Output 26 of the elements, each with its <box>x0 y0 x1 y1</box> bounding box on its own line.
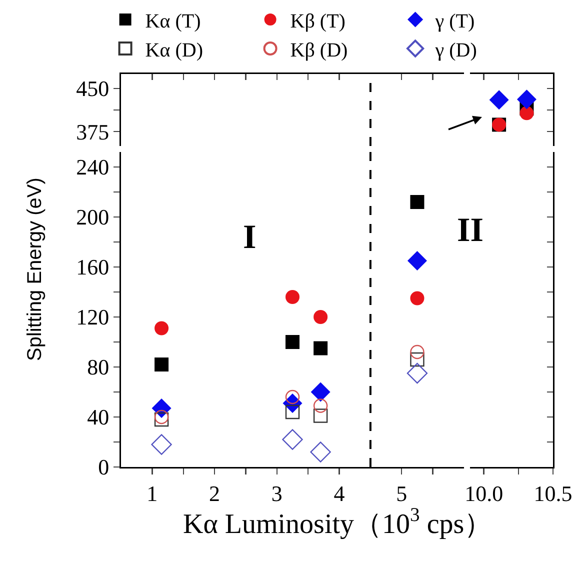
y-tick-label: 40 <box>87 404 110 430</box>
x-tick-label: 2 <box>209 480 220 506</box>
x-tick-label: 4 <box>334 480 345 506</box>
x-tick-label: 10.5 <box>534 480 572 506</box>
y-tick-label: 120 <box>76 304 110 330</box>
x-axis-title: Kα Luminosity（10$^{3}$ cps） <box>183 505 492 540</box>
legend-label: γ (T) <box>434 10 475 32</box>
legend-label: Kα (D) <box>145 39 203 62</box>
x-tick-label: 3 <box>271 480 282 506</box>
legend-label: γ (D) <box>434 39 477 62</box>
x-tick-label: 1 <box>146 480 158 506</box>
y-tick-label: 160 <box>76 254 110 280</box>
annotation: II <box>457 212 484 249</box>
legend-label: Kα (T) <box>145 10 201 32</box>
y-tick-label: 80 <box>87 354 110 380</box>
y-tick-label: 200 <box>76 204 110 230</box>
y-tick-label: 0 <box>98 454 110 480</box>
legend-label: Kβ (D) <box>290 39 348 62</box>
annotation: I <box>243 219 256 256</box>
y-axis-title: Splitting Energy (eV) <box>24 178 46 361</box>
legend-label: Kβ (T) <box>290 10 346 32</box>
x-tick-label: 10.0 <box>464 480 504 506</box>
y-tick-label: 240 <box>76 154 110 180</box>
y-tick-label: 375 <box>76 119 110 144</box>
y-tick-label: 450 <box>76 76 110 102</box>
x-tick-label: 5 <box>396 480 408 506</box>
